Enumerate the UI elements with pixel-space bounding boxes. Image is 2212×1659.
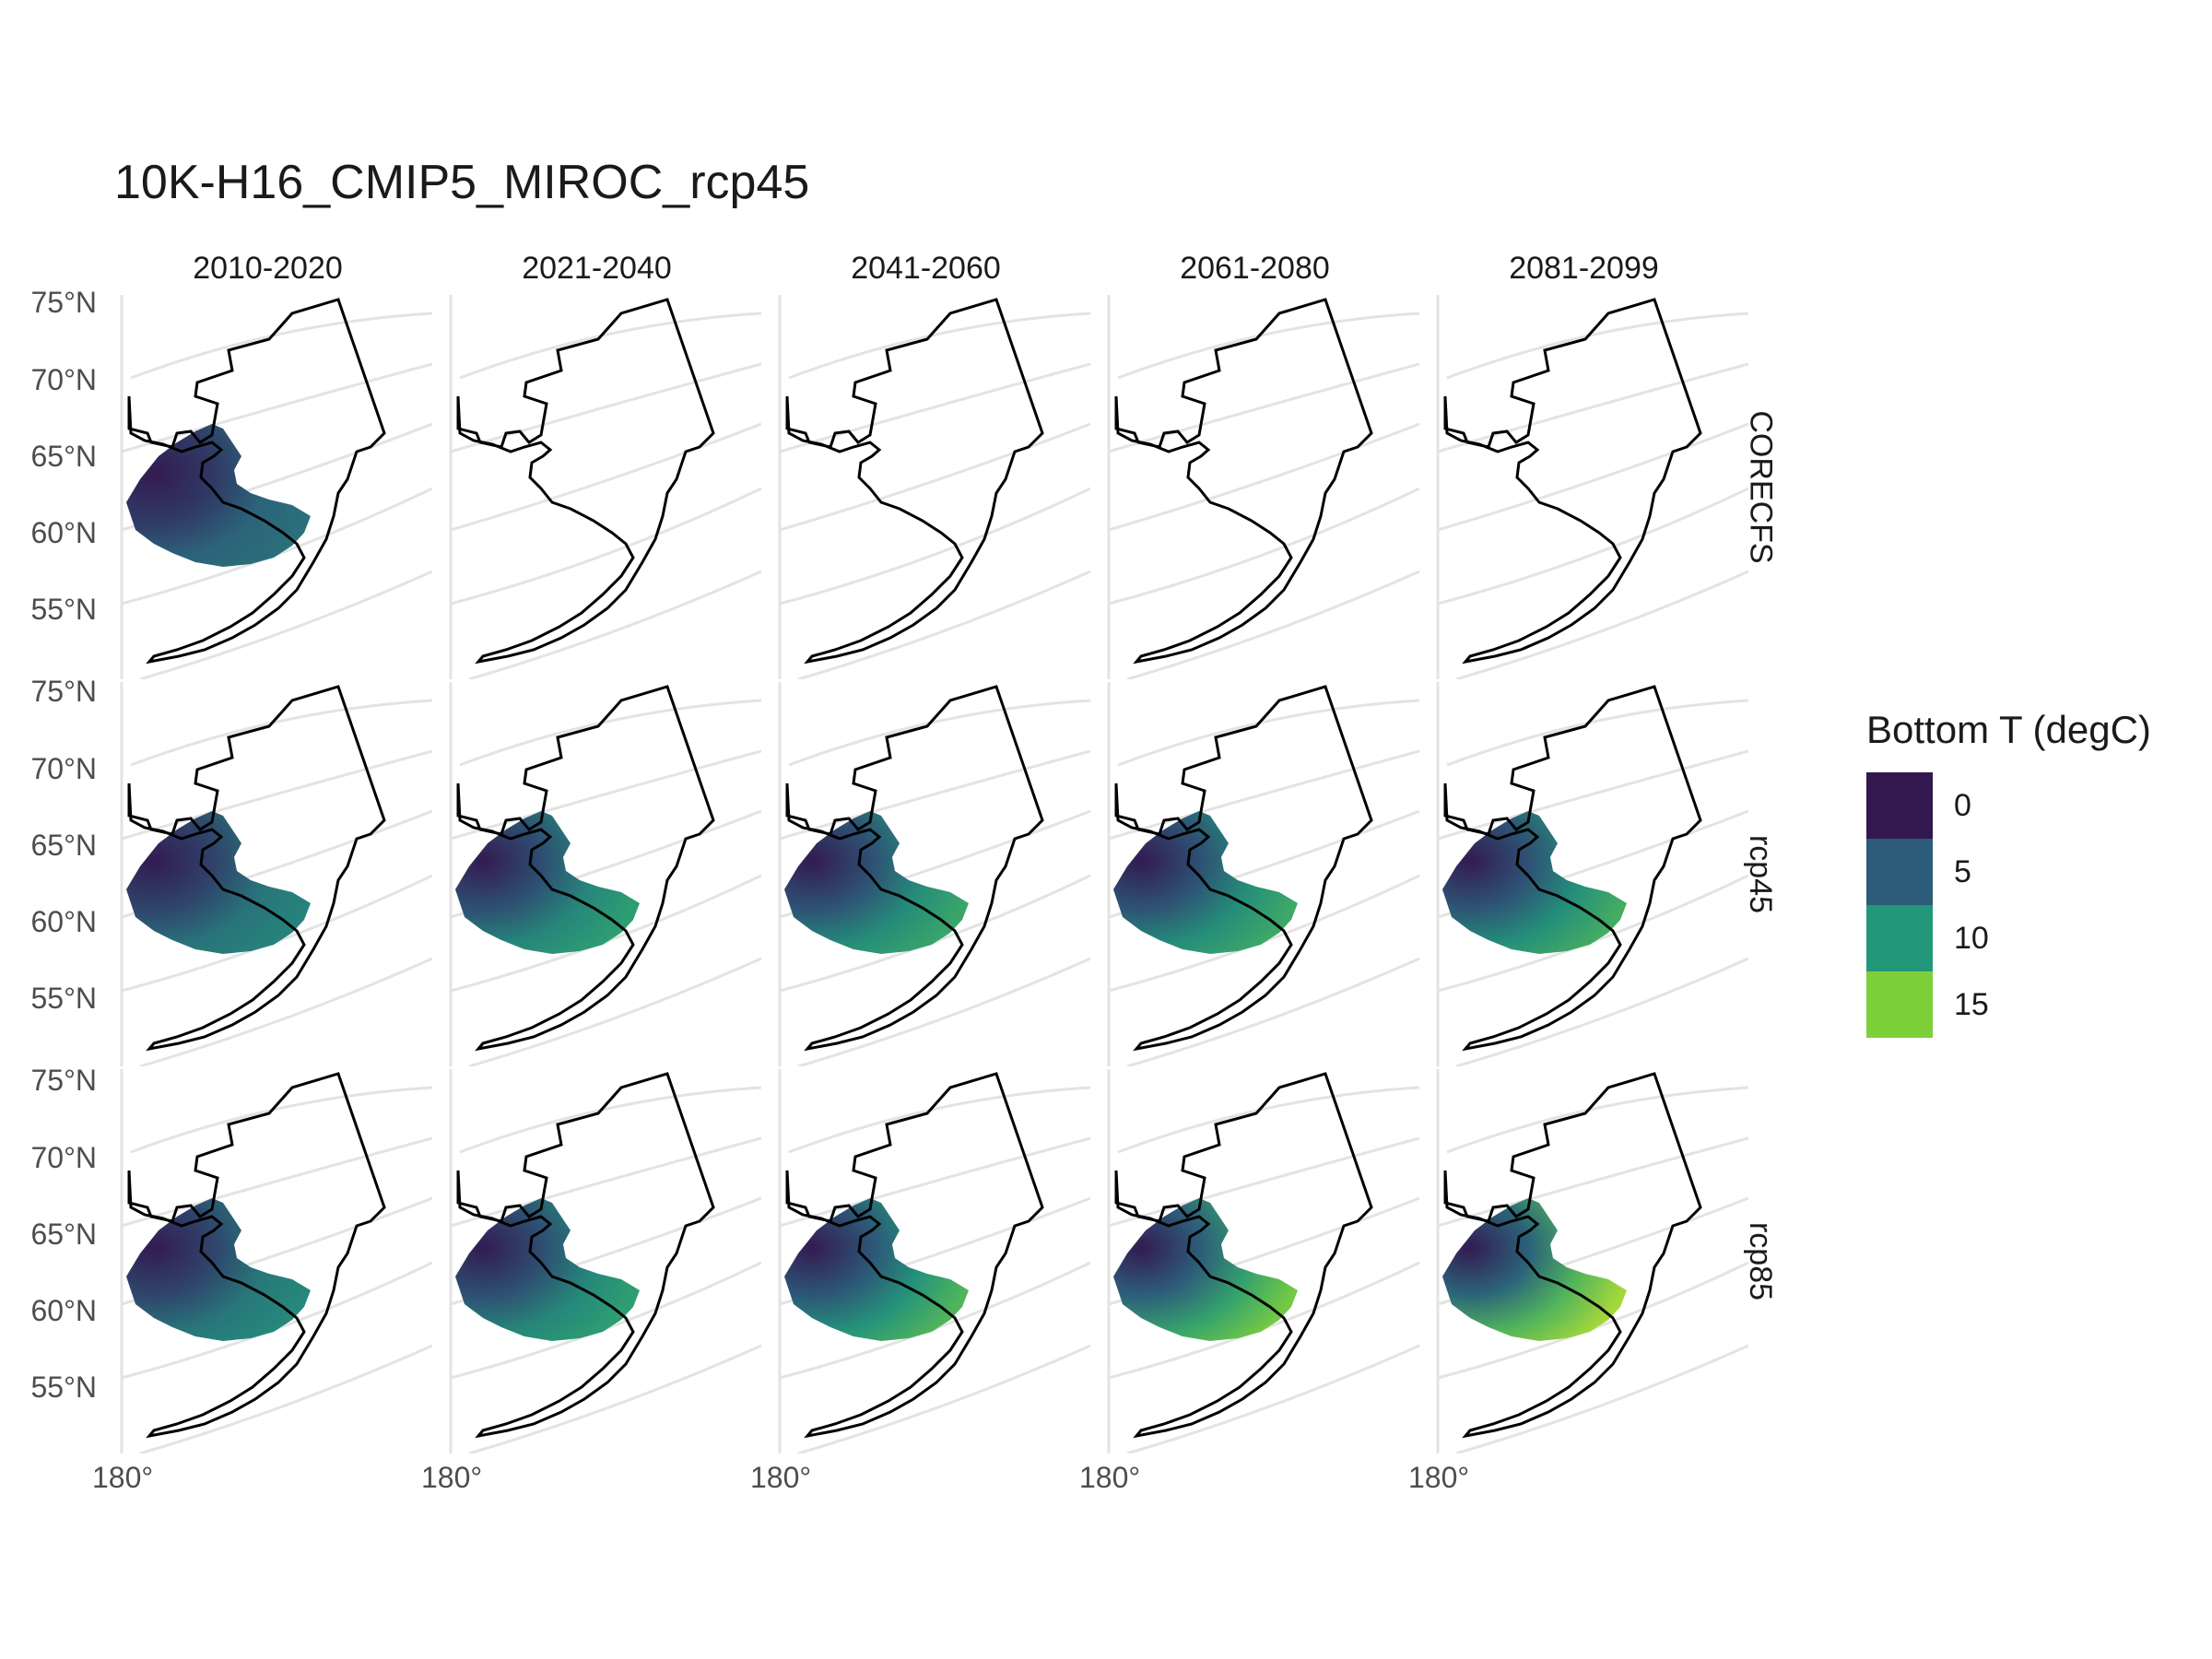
map-svg — [449, 1069, 762, 1455]
coastline — [785, 298, 1044, 665]
coastline — [456, 685, 715, 1052]
map-panel-rcp45-2061-2080 — [1090, 682, 1420, 1068]
map-svg — [449, 682, 762, 1068]
map-panel-rcp85-2041-2060 — [761, 1069, 1091, 1455]
coastline — [1114, 685, 1373, 1052]
y-tick-label: 55°N — [30, 1371, 98, 1404]
legend-swatch-15 — [1866, 971, 1933, 1038]
y-tick-label: 60°N — [30, 1294, 98, 1327]
x-tick-label: 180° — [1408, 1461, 1470, 1494]
coastline — [1114, 1072, 1373, 1439]
y-tick-label: 65°N — [30, 440, 98, 473]
col-strip-2061-2080: 2061-2080 — [1180, 251, 1330, 286]
map-svg — [1436, 682, 1749, 1068]
map-panel-rcp85-2061-2080 — [1090, 1069, 1420, 1455]
map-svg — [449, 295, 762, 681]
x-tick-label: 180° — [750, 1461, 812, 1494]
map-panel-rcp45-2041-2060 — [761, 682, 1091, 1068]
coastline — [785, 685, 1044, 1052]
legend-swatch-10 — [1866, 905, 1933, 971]
y-tick-label: 60°N — [30, 905, 98, 938]
y-tick-label: 65°N — [30, 1218, 98, 1251]
map-svg — [1107, 682, 1420, 1068]
map-svg — [1436, 1069, 1749, 1455]
map-svg — [120, 682, 433, 1068]
legend-label: 5 — [1954, 854, 1971, 889]
y-tick-label: 55°N — [30, 982, 98, 1015]
coastline — [127, 685, 386, 1052]
map-panel-rcp85-2021-2040 — [432, 1069, 762, 1455]
coastline — [127, 298, 386, 665]
map-panel-rcp45-2021-2040 — [432, 682, 762, 1068]
map-svg — [778, 682, 1091, 1068]
y-tick-label: 75°N — [30, 675, 98, 708]
map-panel-corecfs-2081-2099 — [1419, 295, 1749, 681]
map-panel-rcp85-2081-2099 — [1419, 1069, 1749, 1455]
coastline — [127, 1072, 386, 1439]
col-strip-2010-2020: 2010-2020 — [193, 251, 343, 286]
map-svg — [1436, 295, 1749, 681]
map-panel-corecfs-2021-2040 — [432, 295, 762, 681]
x-tick-label: 180° — [1079, 1461, 1141, 1494]
map-panel-rcp45-2081-2099 — [1419, 682, 1749, 1068]
col-strip-2041-2060: 2041-2060 — [851, 251, 1001, 286]
map-svg — [1107, 1069, 1420, 1455]
legend-swatch-0 — [1866, 772, 1933, 839]
graticule — [1107, 295, 1420, 681]
map-panel-corecfs-2061-2080 — [1090, 295, 1420, 681]
y-tick-label: 70°N — [30, 752, 98, 785]
y-tick-label: 60°N — [30, 516, 98, 549]
plot-title: 10K-H16_CMIP5_MIROC_rcp45 — [114, 156, 810, 209]
coastline — [1114, 298, 1373, 665]
map-panel-rcp45-2010-2020 — [103, 682, 433, 1068]
col-strip-2021-2040: 2021-2040 — [522, 251, 672, 286]
coastline — [1443, 1072, 1702, 1439]
x-tick-label: 180° — [421, 1461, 483, 1494]
x-tick-label: 180° — [92, 1461, 154, 1494]
map-svg — [120, 295, 433, 681]
graticule — [1436, 682, 1749, 1068]
map-svg — [778, 295, 1091, 681]
y-tick-label: 75°N — [30, 286, 98, 319]
map-svg — [120, 1069, 433, 1455]
graticule — [1436, 295, 1749, 681]
coastline — [1443, 685, 1702, 1052]
graticule — [449, 295, 762, 681]
legend-label: 10 — [1954, 921, 1989, 956]
map-svg — [778, 1069, 1091, 1455]
map-panel-rcp85-2010-2020 — [103, 1069, 433, 1455]
legend-swatch-5 — [1866, 839, 1933, 905]
map-panel-corecfs-2010-2020 — [103, 295, 433, 681]
coastline — [1443, 298, 1702, 665]
coastline — [456, 1072, 715, 1439]
legend-label: 0 — [1954, 788, 1971, 823]
y-tick-label: 75°N — [30, 1064, 98, 1097]
legend-title: Bottom T (degC) — [1866, 708, 2151, 751]
col-strip-2081-2099: 2081-2099 — [1509, 251, 1659, 286]
map-svg — [1107, 295, 1420, 681]
y-tick-label: 70°N — [30, 1141, 98, 1174]
y-tick-label: 70°N — [30, 363, 98, 396]
y-tick-label: 65°N — [30, 829, 98, 862]
y-tick-label: 55°N — [30, 593, 98, 626]
coastline — [456, 298, 715, 665]
legend-label: 15 — [1954, 987, 1989, 1022]
map-panel-corecfs-2041-2060 — [761, 295, 1091, 681]
graticule — [778, 295, 1091, 681]
coastline — [785, 1072, 1044, 1439]
